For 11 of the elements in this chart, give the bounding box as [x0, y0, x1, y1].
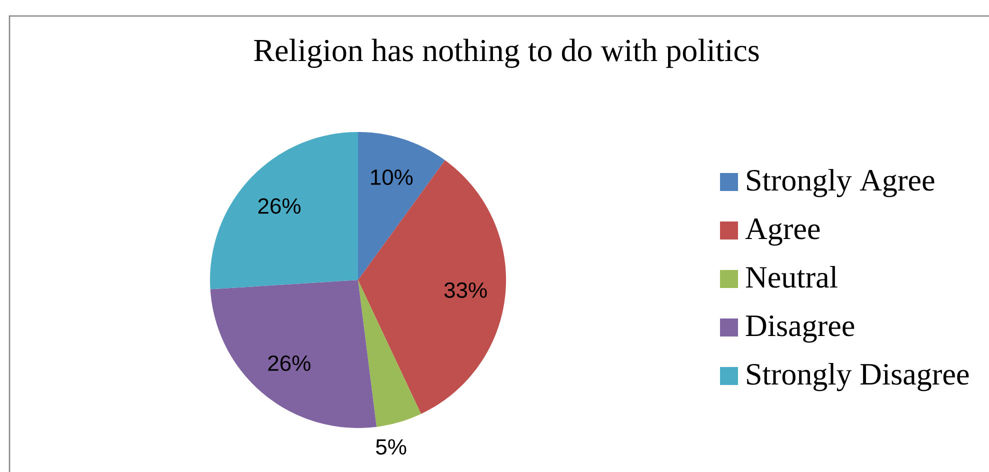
legend-label: Strongly Disagree — [747, 362, 969, 392]
legend-label: Disagree — [746, 315, 854, 343]
legend-label: Agree — [745, 218, 820, 246]
data-label: 26% — [258, 198, 300, 214]
data-label: 10% — [371, 169, 413, 186]
legend-label: Neutral — [746, 266, 838, 288]
data-label: 26% — [268, 355, 310, 372]
chart-title: Religion has nothing to do with politics — [254, 38, 759, 68]
data-label: 5% — [376, 439, 406, 455]
legend-label: Strongly Agree — [747, 168, 934, 198]
data-label: 33% — [444, 282, 487, 298]
